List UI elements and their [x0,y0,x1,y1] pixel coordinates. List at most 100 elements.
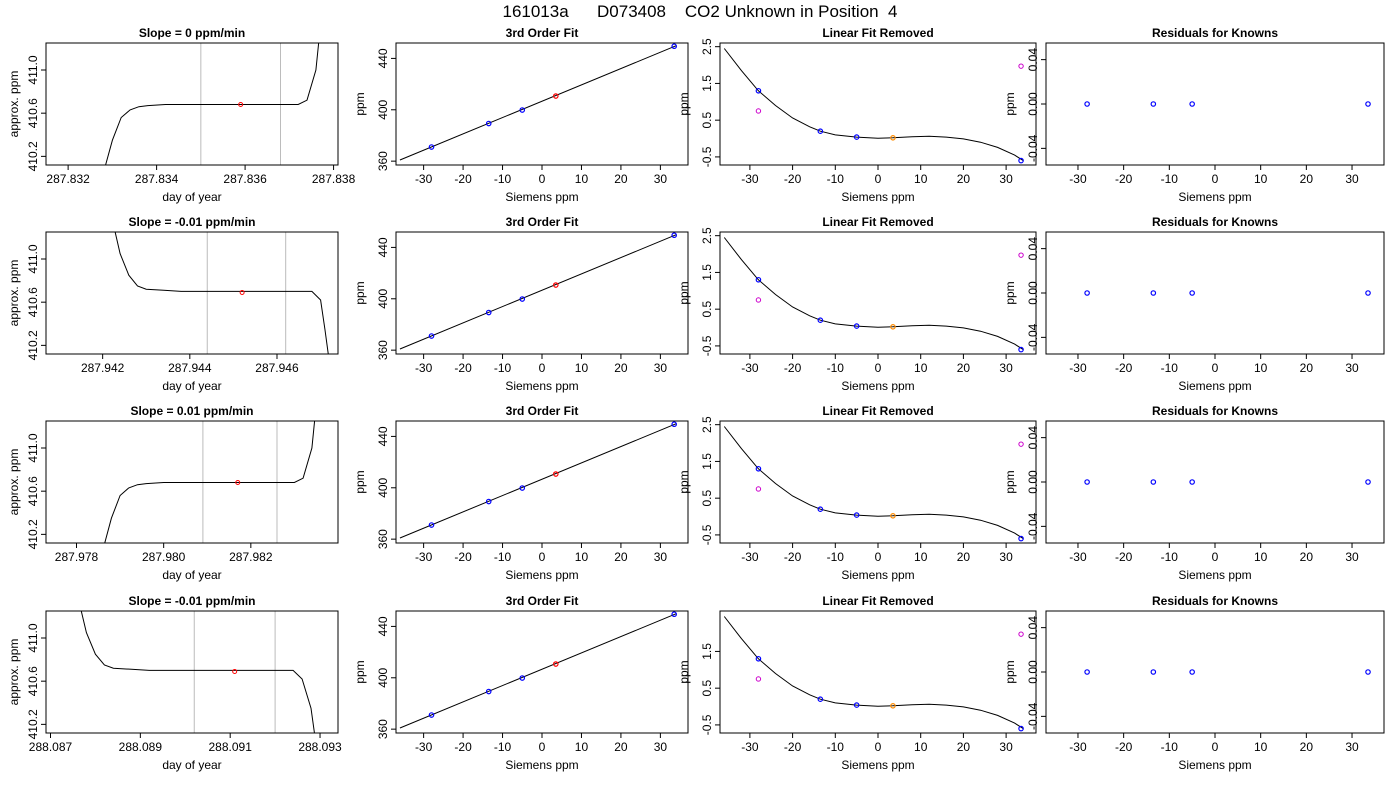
y-tick-label: 2.5 [700,38,714,55]
panel-4-3: Linear Fit Removed -30 -20 -10 0 10 20 30 -0.5 0.… [677,594,1037,772]
panel-title: Slope = 0.01 ppm/min [130,404,253,418]
y-tick-label: 0.00 [1026,281,1040,305]
x-tick-label: 20 [614,740,628,754]
y-tick-label: 411.0 [26,244,40,273]
x-tick-label: 0 [1212,172,1219,186]
plot-frame [45,610,339,734]
x-tick-label: -10 [1161,172,1179,186]
known-point [485,309,492,316]
panel-3-1: Slope = 0.01 ppm/min 287.978 287.980 287.98… [7,404,339,582]
plot-area [114,232,329,354]
trace-line [105,43,320,165]
x-tick-label: 10 [575,361,589,375]
known-point [755,465,762,472]
x-tick-label: -10 [494,361,512,375]
plot-area [80,611,315,733]
unknown-point [890,703,896,709]
fit-line [399,45,677,161]
panel-2-2: 3rd Order Fit -30 -20 -10 0 10 20 30 360 400 440 Si… [353,215,689,393]
plot-frame [395,231,689,355]
plot-area [105,43,320,165]
known-point [1084,479,1090,485]
residual-point [1018,441,1024,447]
y-tick-label: 0.5 [700,680,714,697]
y-tick-label: 0.00 [1026,660,1040,684]
y-axis-label: approx. ppm [7,449,21,516]
x-tick-label: 0 [539,550,546,564]
x-tick-label: 0 [875,550,882,564]
y-tick-label: 410.2 [26,141,40,171]
known-point [817,128,824,134]
y-tick-label: 411.0 [26,433,40,462]
panel-title: 3rd Order Fit [506,26,579,40]
x-tick-label: -20 [454,172,472,186]
panel-title: Linear Fit Removed [822,594,933,608]
x-tick-label: -20 [784,740,802,754]
panel-2-1: Slope = -0.01 ppm/min 287.942 287.944 287.9… [7,215,339,393]
x-tick-label: 20 [614,550,628,564]
x-axis-label: Siemens ppm [1178,190,1251,204]
residual-point [1018,631,1024,637]
trace-line [114,232,329,354]
y-axis-label: approx. ppm [7,639,21,706]
known-point [755,276,762,283]
x-tick-label: -30 [415,740,433,754]
x-tick-label: 10 [1254,172,1268,186]
x-tick-label: -10 [1161,740,1179,754]
residual-point [755,108,762,114]
x-axis-label: day of year [162,758,221,772]
panel-title: Slope = -0.01 ppm/min [128,594,255,608]
panel-2-3: Linear Fit Removed -30 -20 -10 0 10 20 30 -0.5 0.… [677,215,1037,393]
x-tick-label: -10 [1161,550,1179,564]
y-tick-label: 410.2 [26,330,40,360]
fit-curve [723,616,1024,730]
known-point [1084,290,1090,296]
plot-frame [45,42,339,166]
known-point [1018,535,1024,542]
panel-title: Linear Fit Removed [822,215,933,229]
x-tick-label: 287.838 [312,172,356,186]
x-tick-label: 0 [1212,740,1219,754]
panel-title: Residuals for Knowns [1152,404,1278,418]
y-tick-label: 400 [376,99,390,119]
x-tick-label: 20 [1300,550,1314,564]
y-tick-label: 410.6 [26,98,40,128]
x-axis-label: day of year [162,379,221,393]
y-tick-label: 0.00 [1026,470,1040,494]
fit-curve [723,48,1024,162]
y-tick-label: 0.04 [1026,48,1040,72]
known-point [1150,669,1157,675]
x-tick-label: 30 [999,361,1013,375]
y-tick-label: 400 [376,288,390,308]
x-tick-label: 10 [914,740,928,754]
known-point [1365,290,1371,296]
y-axis-label: ppm [353,92,367,115]
y-tick-label: 1.5 [700,264,714,281]
x-tick-label: 287.978 [55,550,99,564]
y-tick-label: 440 [376,616,390,636]
plot-area [723,48,1024,162]
panel-1-4: Residuals for Knowns -30 -20 -10 0 10 20 30 -0.0… [1003,26,1385,204]
y-tick-label: 2.5 [700,227,714,244]
x-tick-label: 0 [539,172,546,186]
x-tick-label: 30 [654,740,668,754]
panel-3-2: 3rd Order Fit -30 -20 -10 0 10 20 30 360 400 440 Si… [353,404,689,582]
fit-curve [723,237,1024,351]
x-tick-label: 20 [614,172,628,186]
panel-4-1: Slope = -0.01 ppm/min 288.087 288.089 288.0… [7,594,342,772]
x-tick-label: -30 [1069,550,1087,564]
plot-frame [1045,42,1385,166]
plot-frame [45,420,339,544]
known-point [1018,346,1024,353]
y-tick-label: -0.04 [1026,512,1040,540]
panel-title: 3rd Order Fit [506,215,579,229]
x-tick-label: -20 [1115,740,1133,754]
x-axis-label: Siemens ppm [1178,568,1251,582]
known-point [1150,479,1157,485]
y-tick-label: 410.6 [26,287,40,317]
page-title: 161013a D073408 CO2 Unknown in Position … [502,2,898,21]
x-tick-label: 10 [1254,740,1268,754]
known-point [671,611,677,618]
y-axis-label: ppm [677,470,691,493]
y-tick-label: 400 [376,667,390,687]
